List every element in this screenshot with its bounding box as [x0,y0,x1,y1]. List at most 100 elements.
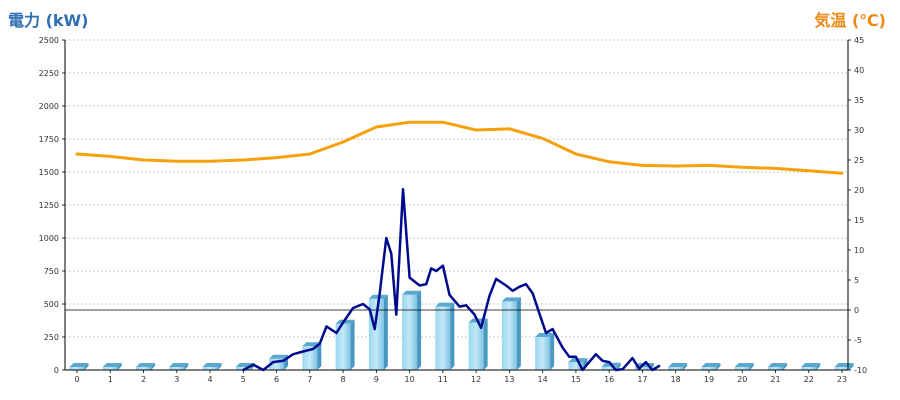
bar-side [749,363,754,370]
bar-front [202,367,218,370]
bar-front [701,367,717,370]
bar [668,363,688,370]
x-tick-label: 18 [671,375,681,384]
bar-front [535,337,551,370]
bar-side [84,363,89,370]
bar [435,302,455,370]
bar-side [483,318,488,370]
y-right-tick-label: 35 [854,96,864,105]
bar-side [716,363,721,370]
bar [767,363,787,370]
bar-side [417,290,422,370]
bar-side [683,363,688,370]
x-tick-label: 21 [770,375,780,384]
y-right-tick-label: 25 [854,156,864,165]
bar-side [317,342,322,370]
bar-front [335,323,351,370]
bar-top [701,363,721,367]
bar [202,363,222,370]
bar-front [169,367,185,370]
x-tick-label: 1 [108,375,113,384]
bar-front [568,362,584,370]
bar-side [516,297,521,370]
bar-top [535,333,555,337]
y-left-tick-label: 1000 [39,234,59,243]
temperature-line [75,120,844,175]
line-series [75,120,844,372]
bar-front [102,367,118,370]
x-tick-label: 4 [207,375,212,384]
bar-side [383,294,388,370]
bar [734,363,754,370]
bar-top [69,363,89,367]
bar [535,333,555,370]
bar-side [217,363,222,370]
y-axis-right-label: 気温 (℃) [814,11,886,30]
y-left-tick-label: 500 [44,300,59,309]
x-tick-label: 15 [571,375,581,384]
bar [102,363,122,370]
x-tick-label: 16 [604,375,614,384]
bar-top [734,363,754,367]
x-tick-label: 10 [405,375,415,384]
bar-front [302,346,318,370]
power-line [242,187,661,372]
bar-side [151,363,156,370]
bar-front [435,306,451,370]
x-tick-label: 17 [637,375,647,384]
bar-top [834,363,854,367]
x-tick-label: 6 [274,375,279,384]
bar-side [616,362,621,370]
bar [302,342,322,370]
bar-front [269,358,285,370]
y-right-tick-label: -5 [854,336,862,345]
bar-front [601,366,617,370]
bar-front [767,367,783,370]
y-right-tick-label: 40 [854,66,864,75]
bar-front [468,322,484,370]
bar-side [117,363,122,370]
y-left-tick-label: 1250 [39,201,59,210]
bar-front [834,367,850,370]
y-right-tick-label: 10 [854,246,864,255]
x-tick-label: 14 [538,375,548,384]
bar-front [734,367,750,370]
bar [69,363,89,370]
bar-side [849,363,854,370]
axes [64,40,849,371]
y-left-tick-label: 0 [54,366,59,375]
bar-top [767,363,787,367]
bar-side [550,333,555,370]
bar-front [801,367,817,370]
y-left-tick-label: 2250 [39,69,59,78]
x-tick-label: 22 [804,375,814,384]
x-tick-label: 5 [241,375,246,384]
bar-front [402,294,418,370]
y-left-tick-label: 250 [44,333,59,342]
y-left-tick-label: 1750 [39,135,59,144]
bar-top [402,290,422,295]
x-tick-label: 12 [471,375,481,384]
x-tick-label: 20 [737,375,747,384]
bar-top [269,354,289,359]
x-tick-label: 23 [837,375,847,384]
y-right-tick-label: 0 [854,306,859,315]
y-right-tick-label: 30 [854,126,864,135]
x-tick-label: 8 [341,375,346,384]
bar-front [235,367,251,370]
x-tick-label: 0 [74,375,79,384]
y-right-tick-label: 45 [854,36,864,45]
y-right-tick-label: 5 [854,276,859,285]
bar [501,297,521,370]
y-left-tick-label: 2500 [39,36,59,45]
bar-top [501,297,521,302]
x-tick-label: 9 [374,375,379,384]
bar-side [350,319,355,370]
bar [402,290,422,370]
x-tick-label: 13 [504,375,514,384]
bar-top [435,302,455,307]
bar-top [668,363,688,367]
bar-side [184,363,189,370]
bar-top [801,363,821,367]
